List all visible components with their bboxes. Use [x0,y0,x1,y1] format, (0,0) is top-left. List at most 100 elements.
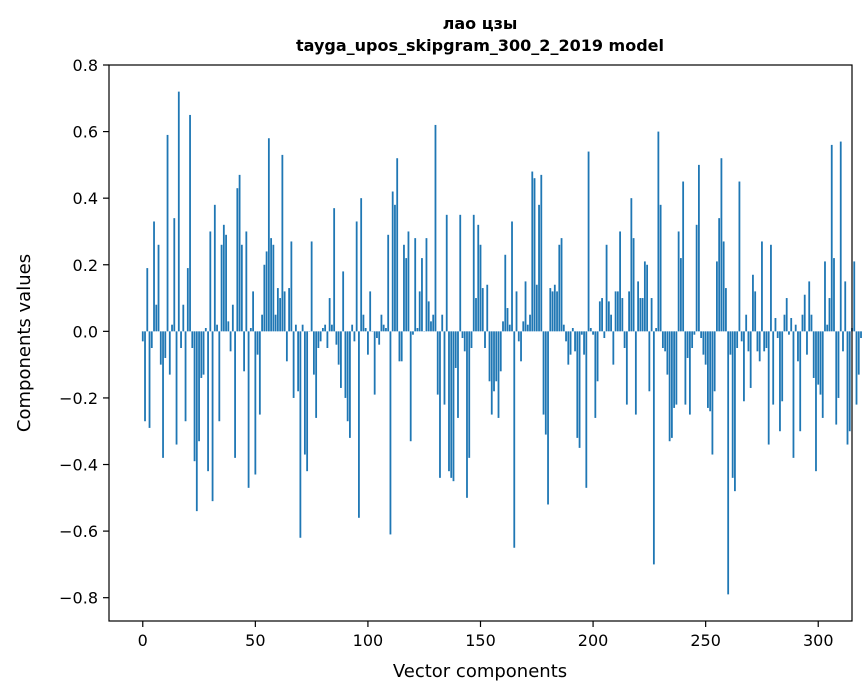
y-axis-label: Components values [14,254,35,432]
bar [340,331,342,388]
bar [153,221,155,332]
bar [619,231,621,332]
bar [722,241,725,332]
bar [427,301,430,332]
bar [344,331,347,398]
bar [229,331,232,352]
bar [842,331,844,352]
bar [616,291,619,332]
bar [788,331,790,335]
bar [670,331,673,438]
bar [148,331,151,428]
bar [803,294,806,332]
bar [490,331,493,415]
bar [749,331,752,388]
bar [267,138,270,332]
bar [830,144,833,332]
bar [621,298,624,332]
bar [146,268,149,332]
bar [398,331,401,362]
bar [204,328,207,332]
bar [189,114,191,332]
bar [443,331,446,405]
y-tick-label: −0.8 [59,589,98,608]
bar [718,218,721,332]
y-axis-ticks: −0.8 −0.6 −0.4 −0.2 0.0 0.2 0.4 0.6 0.8 [59,56,109,608]
bar [227,321,230,332]
bar [285,331,288,362]
bar [826,324,829,332]
bar [315,331,318,418]
bar [238,174,241,332]
bar [571,328,574,332]
bar [576,331,579,438]
bar [481,288,484,332]
bar [625,331,628,405]
bar [373,331,376,395]
bar [743,331,745,402]
bar [682,181,685,332]
x-tick-label: 100 [353,631,384,650]
bar [598,301,601,332]
bar [713,331,716,392]
bar [434,124,437,332]
bar [198,331,200,442]
bar [806,331,808,355]
bar [479,244,482,332]
bar [412,331,414,335]
bar [321,328,324,332]
bar [261,314,263,332]
bar [240,244,243,332]
bar [328,298,331,332]
bar [691,331,694,348]
bar [817,331,820,385]
bar [256,331,259,355]
x-tick-label: 50 [245,631,265,650]
bar [808,281,811,332]
bar [736,331,739,348]
bar [828,298,831,332]
bar [693,331,696,335]
bar [794,324,797,332]
bar [430,321,432,332]
bar [421,258,423,332]
bar [612,331,615,365]
bar [506,308,509,332]
bar [333,208,336,332]
bar [441,314,444,332]
x-axis-ticks: 0 50 100 150 200 250 300 [138,621,834,650]
bar [758,331,761,362]
bar [745,314,748,332]
bar [272,244,275,332]
bar [162,331,164,458]
bar [488,331,491,382]
y-tick-label: −0.6 [59,522,98,541]
bar [526,324,529,332]
bar [839,141,842,332]
bar [389,331,392,535]
bar [652,331,655,565]
bar [702,331,705,355]
bar [698,164,700,332]
bar [276,288,279,332]
bar [535,284,538,332]
bar [695,224,698,332]
bar [457,331,459,418]
bar [583,331,585,355]
bar [207,331,209,472]
bar [812,331,815,378]
bar [731,331,734,478]
bar [648,331,651,392]
bar [236,188,239,332]
bar [486,284,489,332]
bar [529,314,531,332]
y-tick-label: 0.6 [73,123,98,142]
chart-subtitle: tayga_upos_skipgram_300_2_2019 model [296,36,664,55]
bar [418,291,421,332]
bar [610,314,612,332]
bar [603,331,606,339]
y-tick-label: 0.8 [73,56,98,75]
bar [369,291,372,332]
bar [569,331,572,355]
